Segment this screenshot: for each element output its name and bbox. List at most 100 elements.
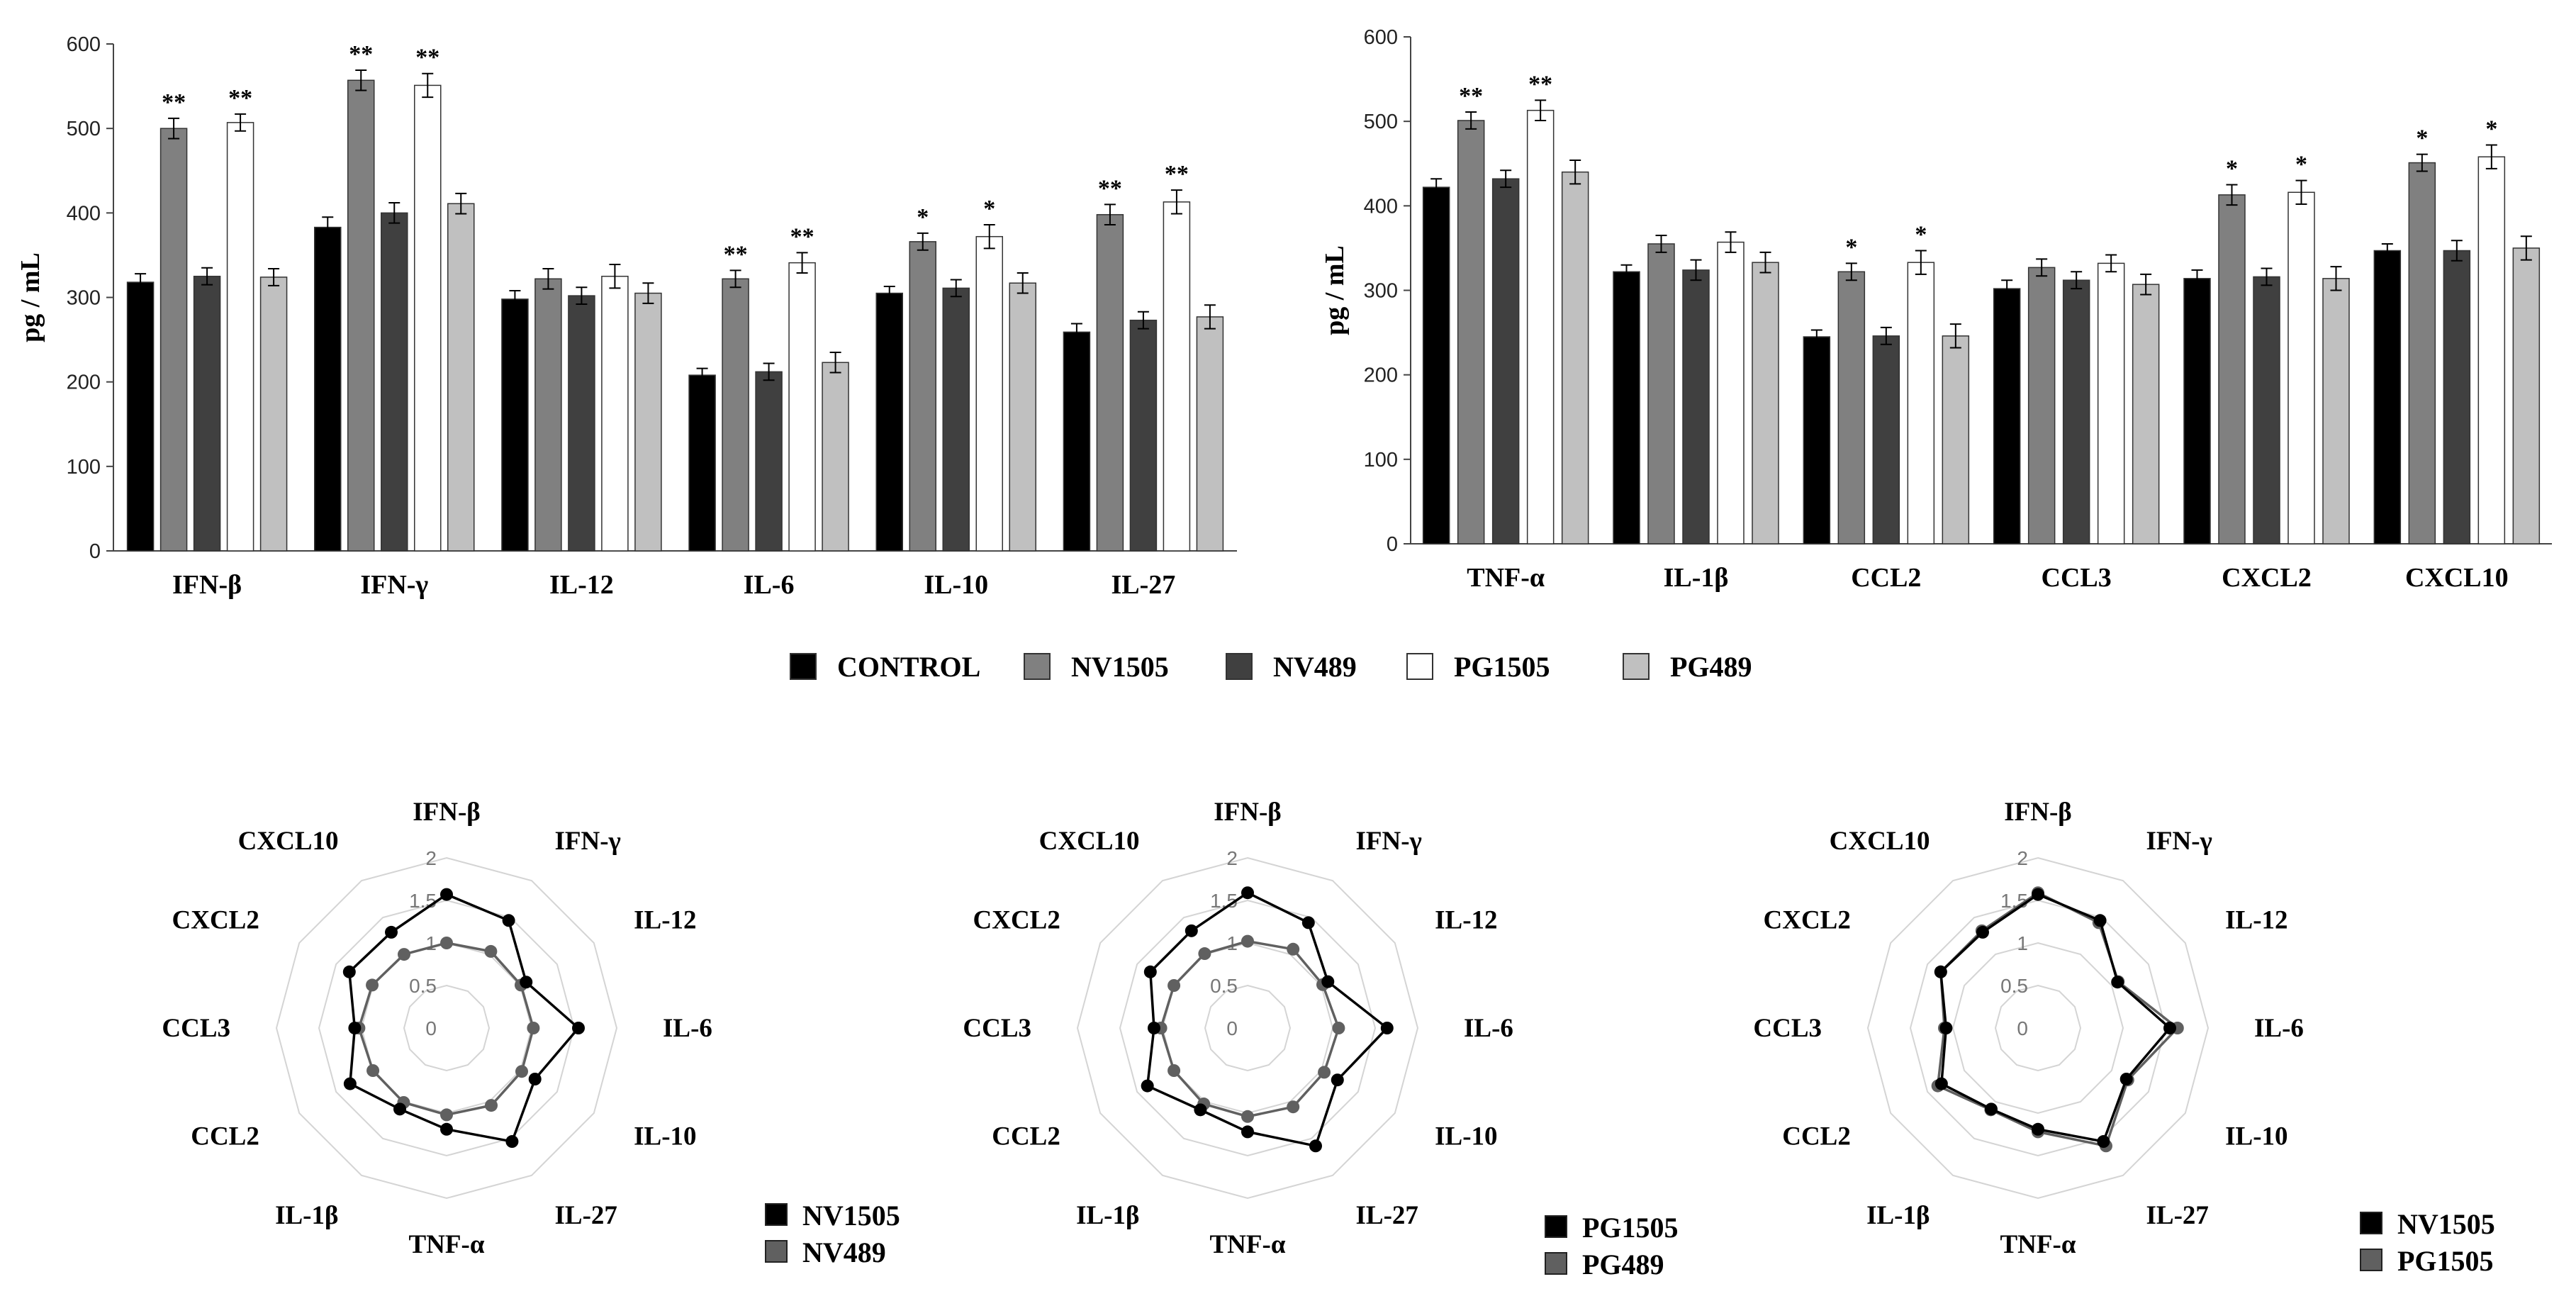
significance-marker: * <box>2295 152 2307 178</box>
radar-point-nv489-cxcl10 <box>398 948 410 961</box>
radar-axis-label-tnf-alpha: TNF-α <box>1210 1230 1286 1259</box>
bar-nv1505-il-1beta <box>1647 243 1675 545</box>
radar-axis-label-cxcl2: CXCL2 <box>172 906 259 935</box>
radar-axis-label-il-27: IL-27 <box>2146 1201 2209 1230</box>
radar-axis-label-ifn-beta: IFN-β <box>1214 798 1282 827</box>
legend-swatch-pg1505 <box>1406 653 1433 680</box>
bar-control-il-6 <box>688 374 716 552</box>
radar-legend-swatch-nv1505 <box>765 1203 788 1226</box>
bar-nv489-ccl2 <box>1872 335 1900 545</box>
category-label-il-1beta: IL-1β <box>1664 563 1729 593</box>
radar-legend-swatch-pg1505 <box>1545 1215 1567 1238</box>
significance-marker: * <box>983 196 995 222</box>
radar-point-nv1505-il-27 <box>505 1135 519 1149</box>
legend-label-nv489: NV489 <box>1273 651 1357 683</box>
significance-marker: ** <box>349 41 373 67</box>
radar-axis-label-il-10: IL-10 <box>1435 1122 1497 1151</box>
category-label-tnf-alpha: TNF-α <box>1467 563 1545 593</box>
significance-marker: ** <box>162 89 186 116</box>
radar-point-pg489-ccl2 <box>1167 1064 1181 1077</box>
radar-gridline <box>1204 984 1292 1072</box>
bar-pg489-il-10 <box>1009 282 1036 552</box>
radar-axis-label-ccl3: CCL3 <box>162 1014 230 1043</box>
bar-pg489-il-1beta <box>1752 262 1779 545</box>
radar-point-pg1505-cxcl2 <box>1143 965 1157 978</box>
bar-nv489-cxcl10 <box>2443 250 2471 545</box>
y-axis-title: pg / mL <box>1320 245 1350 335</box>
bar-nv489-il-6 <box>755 371 783 552</box>
radar-point-nv1505-cxcl2 <box>342 965 356 978</box>
category-label-ccl2: CCL2 <box>1851 563 1921 593</box>
bar-nv1505-cxcl10 <box>2408 162 2436 545</box>
radar-point-nv1505-il-1beta <box>1985 1102 1998 1116</box>
radar-point-nv489-ccl2 <box>366 1064 380 1077</box>
radar-point-nv1505-ccl3 <box>348 1022 362 1034</box>
bar-pg1505-ifn-gamma <box>414 84 442 552</box>
y-tick-label: 400 <box>67 202 101 225</box>
bar-nv489-il-1beta <box>1682 269 1710 545</box>
radar-tick-label: 0.5 <box>1210 975 1238 997</box>
bar-pg489-cxcl10 <box>2512 247 2541 545</box>
radar-point-nv1505-ifn-beta <box>2032 888 2044 901</box>
radar-point-nv1505-il-12 <box>2111 976 2124 989</box>
radar-legend-swatch-nv1505 <box>2360 1212 2382 1234</box>
bar-nv489-il-12 <box>568 295 595 552</box>
radar-series-pg489 <box>1159 939 1340 1118</box>
radar-point-nv1505-ccl2 <box>1934 1077 1948 1090</box>
bar-pg489-ccl3 <box>2132 284 2160 545</box>
radar-axis-label-ccl3: CCL3 <box>1753 1014 1822 1043</box>
radar-gridline <box>275 856 618 1200</box>
radar-axis-label-il-12: IL-12 <box>2225 906 2287 935</box>
legend-swatch-nv489 <box>1226 653 1253 680</box>
y-tick-label: 600 <box>67 33 101 56</box>
radar-axis-label-cxcl10: CXCL10 <box>1039 827 1140 856</box>
radar-axis-label-il-6: IL-6 <box>2254 1014 2304 1043</box>
radar-axis-label-ccl2: CCL2 <box>992 1122 1060 1151</box>
significance-marker: * <box>917 204 929 230</box>
bar-pg489-ccl2 <box>1942 335 1970 545</box>
radar-point-pg1505-il-1beta <box>1194 1103 1207 1117</box>
y-tick-label: 200 <box>1364 364 1398 387</box>
y-tick-label: 300 <box>1364 280 1398 303</box>
radar-point-nv489-cxcl2 <box>366 978 379 992</box>
radar-tick-label: 0 <box>2017 1017 2028 1039</box>
bar-pg1505-cxcl10 <box>2477 156 2506 545</box>
radar-gridline <box>1076 856 1419 1200</box>
radar-point-nv489-tnf-alpha <box>440 1108 453 1122</box>
radar-point-nv1505-il-6 <box>572 1022 585 1034</box>
legend-swatch-nv1505 <box>1024 653 1051 680</box>
radar-gridline <box>1866 856 2210 1200</box>
radar-legend-label-pg1505: PG1505 <box>2397 1245 2494 1277</box>
significance-marker: * <box>1915 221 1927 247</box>
radar-point-pg1505-cxcl10 <box>1185 924 1198 937</box>
bar-pg1505-il-12 <box>601 275 629 552</box>
radar-tick-label: 2 <box>425 847 437 869</box>
bar-pg1505-il-27 <box>1163 201 1191 552</box>
bar-control-ccl3 <box>1993 288 2021 545</box>
radar-axis-label-cxcl10: CXCL10 <box>238 827 339 856</box>
radar-axis-label-ifn-gamma: IFN-γ <box>2146 827 2212 856</box>
radar-point-nv489-ifn-gamma <box>484 944 498 958</box>
significance-marker: * <box>2226 156 2238 182</box>
radar-point-pg1505-ifn-beta <box>1241 886 1254 900</box>
bar-control-cxcl10 <box>2373 250 2402 545</box>
bar-pg1505-tnf-alpha <box>1526 109 1555 545</box>
significance-marker: ** <box>228 85 252 111</box>
bar-nv1505-il-12 <box>534 278 562 552</box>
radar-point-pg1505-ccl2 <box>1141 1079 1154 1093</box>
radar-point-nv1505-ifn-beta <box>440 888 453 901</box>
radar-axis-label-il-27: IL-27 <box>555 1201 617 1230</box>
radar-point-pg489-il-10 <box>1318 1066 1331 1079</box>
radar-point-nv1505-il-27 <box>2097 1135 2110 1149</box>
radar-tick-label: 0 <box>1226 1017 1238 1039</box>
bar-pg489-il-27 <box>1196 316 1224 552</box>
radar-axis-label-il-1beta: IL-1β <box>1866 1201 1930 1230</box>
radar-axis-label-il-10: IL-10 <box>634 1122 696 1151</box>
radar-point-nv1505-ifn-gamma <box>2093 914 2107 927</box>
radar-point-pg1505-ccl3 <box>1148 1022 1160 1034</box>
radar-legend-swatch-pg489 <box>1545 1252 1567 1275</box>
y-tick-label: 500 <box>1364 111 1398 133</box>
radar-axis-label-ccl2: CCL2 <box>1782 1122 1851 1151</box>
bar-pg489-ifn-gamma <box>447 203 475 552</box>
